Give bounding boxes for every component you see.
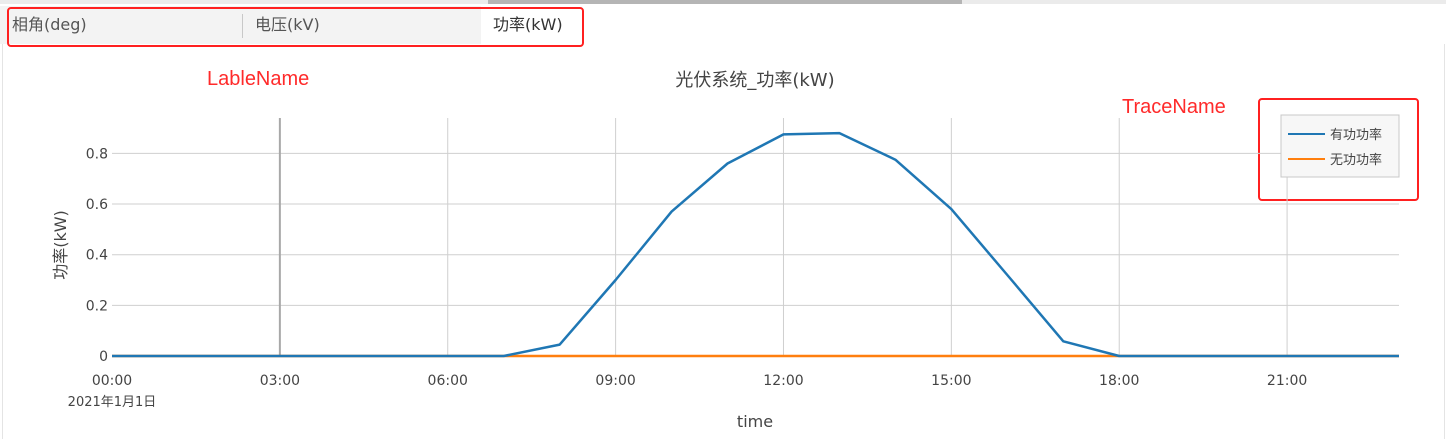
x-tick-label: 15:00	[931, 373, 971, 389]
tab-voltage[interactable]: 电压(kV)	[255, 15, 320, 34]
x-tick-label: 09:00	[595, 373, 635, 389]
x-tick-label: 18:00	[1099, 373, 1139, 389]
y-axis-label: 功率(kW)	[51, 210, 70, 280]
tabs-highlight-box	[7, 7, 584, 47]
chart-grid	[112, 118, 1399, 357]
x-tick-label: 21:00	[1267, 373, 1307, 389]
tab-divider	[242, 14, 243, 38]
tab-bar: 相角(deg) 电压(kV) 功率(kW)	[0, 6, 722, 44]
y-tick-label: 0	[99, 349, 108, 365]
tab-phase-angle[interactable]: 相角(deg)	[12, 15, 87, 34]
chart-title: 光伏系统_功率(kW)	[675, 70, 834, 91]
x-tick-label: 03:00	[260, 373, 300, 389]
x-tick-label: 12:00	[763, 373, 803, 389]
legend-label-reactive-power[interactable]: 无功功率	[1330, 152, 1382, 168]
y-tick-label: 0.8	[86, 146, 108, 162]
legend: 有功功率 无功功率	[1280, 114, 1400, 178]
top-scrollbar[interactable]	[0, 0, 1446, 4]
chart-panel	[2, 44, 1445, 439]
legend-label-active-power[interactable]: 有功功率	[1330, 127, 1382, 143]
chart-series-lines	[112, 131, 1399, 358]
x-tick-label: 00:00	[92, 373, 132, 389]
series-line-active-power[interactable]	[112, 131, 1399, 358]
x-tick-labels: 00:00 03:00 06:00 09:00 12:00 15:00 18:00 21:00	[92, 373, 1307, 389]
y-tick-labels: 0 0.2 0.4 0.6 0.8	[86, 146, 108, 365]
x-date-label: 2021年1月1日	[68, 395, 157, 410]
legend-highlight-box	[1258, 98, 1419, 201]
top-scrollbar-thumb[interactable]	[488, 0, 962, 4]
y-tick-label: 0.6	[86, 197, 108, 213]
annotation-label-name: LableName	[207, 68, 310, 90]
y-tick-label: 0.2	[86, 298, 108, 314]
x-tick-label: 06:00	[428, 373, 468, 389]
legend-box	[1280, 114, 1400, 178]
annotation-trace-name: TraceName	[1122, 96, 1226, 118]
tab-power[interactable]: 功率(kW)	[481, 6, 722, 44]
x-axis-label: time	[737, 412, 773, 431]
y-tick-label: 0.4	[86, 248, 108, 264]
